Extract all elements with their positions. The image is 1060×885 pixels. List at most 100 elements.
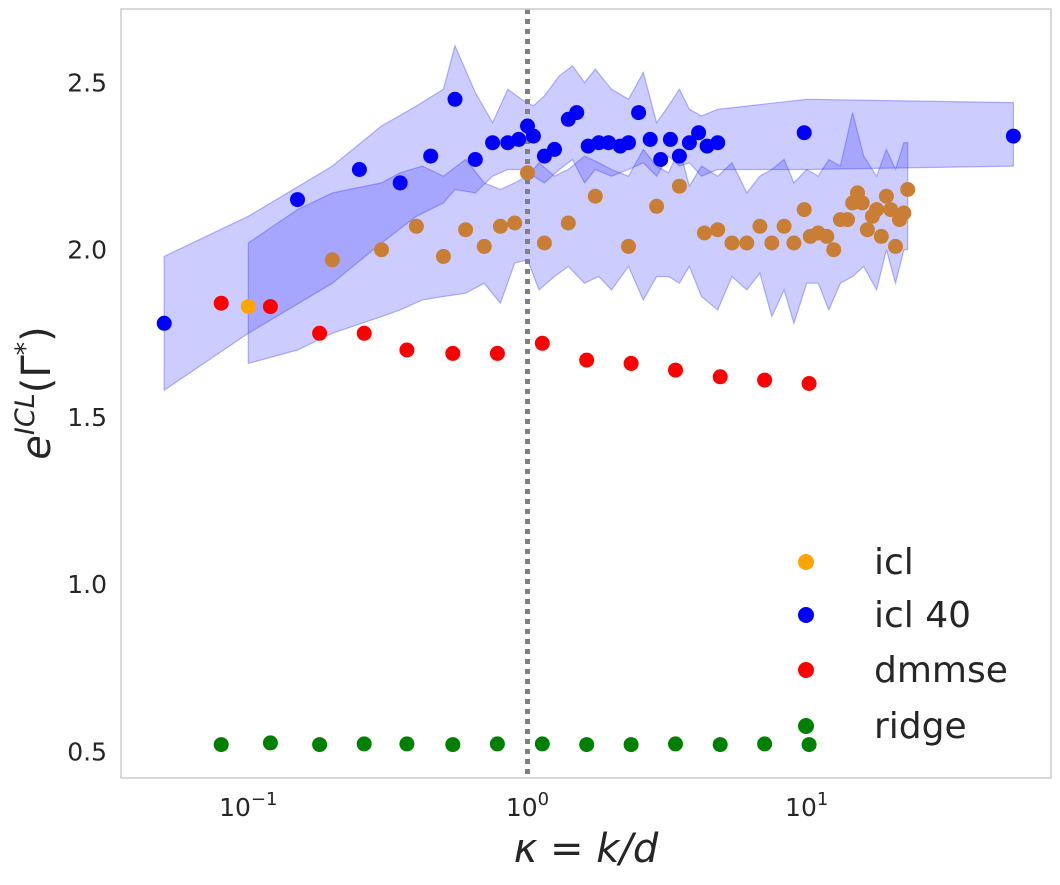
- point-icl: [435, 248, 451, 264]
- point-icl-40: [290, 192, 305, 208]
- point-dmmse: [445, 345, 461, 361]
- point-icl-40: [447, 91, 463, 107]
- point-icl: [492, 218, 508, 234]
- x-axis-title: κ = k/d: [514, 826, 659, 872]
- point-ridge: [356, 736, 372, 752]
- point-icl-40: [631, 105, 647, 121]
- point-icl-40: [662, 131, 678, 147]
- point-ridge: [489, 736, 505, 752]
- point-icl: [536, 235, 552, 251]
- point-dmmse: [579, 352, 595, 368]
- y-axis-label: eICL(Γ*): [10, 326, 60, 459]
- point-ridge: [399, 736, 415, 752]
- point-icl-40: [671, 148, 687, 164]
- point-dmmse: [668, 362, 683, 378]
- point-ridge: [712, 737, 728, 753]
- point-icl: [408, 218, 424, 234]
- point-icl: [240, 299, 256, 315]
- point-icl-40: [423, 148, 439, 164]
- confidence-bands: [163, 43, 1015, 392]
- point-icl: [900, 182, 916, 197]
- point-icl-40: [796, 125, 812, 141]
- point-icl: [374, 242, 389, 258]
- point-icl: [764, 235, 780, 251]
- point-icl: [560, 215, 576, 231]
- band-icl: [247, 112, 909, 365]
- point-dmmse: [356, 325, 372, 341]
- point-icl: [752, 218, 768, 234]
- point-icl: [883, 202, 899, 218]
- point-ridge: [668, 736, 683, 752]
- point-icl: [458, 222, 474, 238]
- point-icl-40: [351, 162, 367, 177]
- point-ridge: [757, 736, 773, 752]
- point-ridge: [534, 736, 550, 752]
- point-icl: [888, 238, 903, 254]
- point-icl: [710, 222, 726, 238]
- point-icl: [649, 198, 665, 214]
- point-icl-40: [621, 135, 636, 151]
- legend-label-ridge: ridge: [874, 706, 967, 747]
- legend-label-icl-40: icl 40: [874, 595, 971, 636]
- legend-marker-ridge: [798, 718, 814, 734]
- y-tick-label: 2.0: [67, 236, 107, 265]
- plot-frame: [120, 8, 1052, 779]
- point-icl: [324, 252, 340, 268]
- point-icl: [724, 235, 740, 251]
- point-dmmse: [312, 325, 328, 341]
- y-tick-label: 1.5: [67, 403, 107, 432]
- point-icl-40: [485, 135, 501, 151]
- point-icl-40: [547, 141, 562, 157]
- point-icl-40: [681, 135, 697, 151]
- x-axis-ticks: 10−1 100 101: [219, 789, 828, 822]
- point-dmmse: [213, 295, 229, 311]
- point-icl: [696, 225, 712, 241]
- point-ridge: [579, 737, 595, 753]
- point-dmmse: [262, 299, 278, 315]
- legend-marker-icl: [798, 554, 814, 570]
- point-icl-40: [691, 125, 707, 141]
- point-icl: [840, 212, 855, 228]
- x-tick-label: 100: [506, 789, 549, 822]
- point-icl: [507, 215, 523, 231]
- point-icl: [739, 235, 755, 251]
- legend: icl icl 40 dmmse ridge: [798, 542, 1008, 747]
- point-icl: [859, 222, 875, 238]
- point-icl: [869, 202, 885, 218]
- point-icl-40: [601, 135, 616, 151]
- point-dmmse: [757, 372, 773, 388]
- y-axis-ticks: 0.5 1.0 1.5 2.0 2.5: [67, 69, 107, 767]
- point-icl: [819, 228, 835, 244]
- point-ridge: [801, 737, 817, 753]
- point-icl: [671, 178, 687, 194]
- point-icl-40: [525, 128, 541, 144]
- point-icl: [776, 218, 792, 234]
- point-icl: [878, 188, 894, 204]
- point-icl-40: [569, 105, 585, 121]
- point-icl: [896, 205, 912, 221]
- point-icl: [476, 238, 492, 254]
- y-axis-title: eICL(Γ*): [10, 326, 60, 459]
- point-icl: [520, 165, 535, 181]
- legend-label-dmmse: dmmse: [874, 650, 1008, 691]
- point-icl: [826, 242, 842, 258]
- point-icl-40: [467, 152, 483, 167]
- x-tick-label: 10−1: [219, 789, 277, 822]
- y-tick-label: 1.0: [67, 570, 107, 599]
- x-tick-label: 101: [785, 789, 828, 822]
- x-axis-label: κ = k/d: [514, 826, 659, 872]
- point-icl: [786, 235, 802, 251]
- legend-marker-dmmse: [798, 662, 814, 678]
- point-ridge: [312, 737, 328, 753]
- point-icl: [621, 238, 636, 254]
- point-icl: [587, 188, 603, 204]
- point-dmmse: [534, 335, 550, 351]
- point-icl-40: [511, 131, 527, 147]
- point-icl: [796, 202, 812, 218]
- point-dmmse: [623, 355, 639, 371]
- y-tick-label: 0.5: [67, 737, 107, 766]
- point-ridge: [262, 735, 278, 751]
- data-points: [156, 91, 1021, 753]
